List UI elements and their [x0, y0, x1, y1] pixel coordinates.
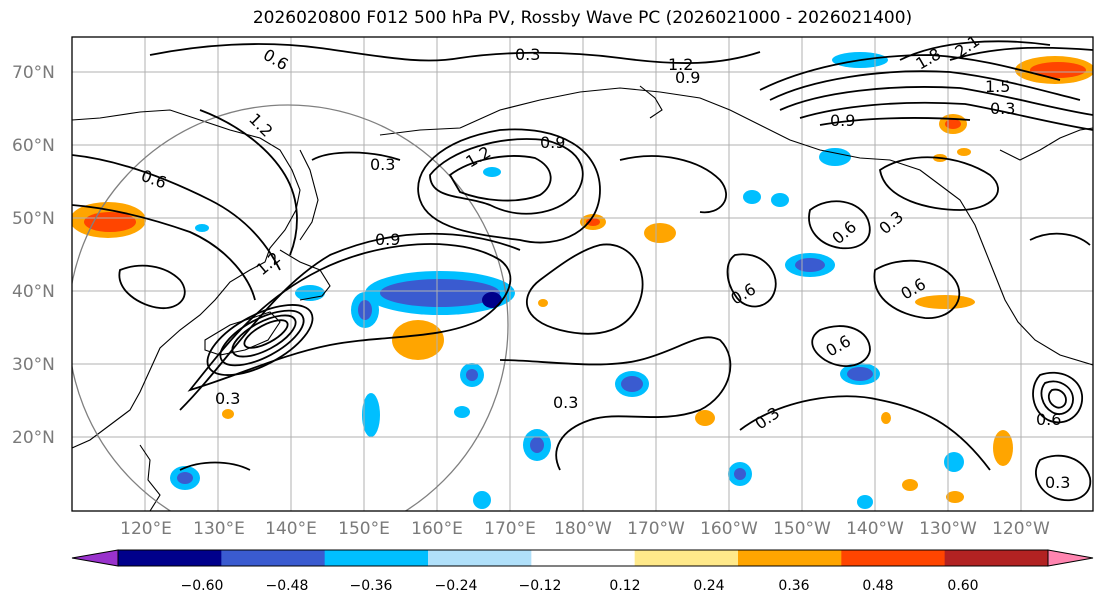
svg-text:170°W: 170°W [627, 519, 685, 539]
svg-text:0.3: 0.3 [990, 99, 1015, 118]
svg-text:140°E: 140°E [265, 519, 317, 539]
svg-text:1.2: 1.2 [668, 55, 693, 74]
colorbar-segment [738, 550, 842, 566]
svg-text:70°N: 70°N [12, 63, 55, 83]
svg-text:120°W: 120°W [992, 519, 1050, 539]
svg-text:120°E: 120°E [120, 519, 172, 539]
svg-text:30°N: 30°N [12, 355, 55, 375]
svg-text:0.9: 0.9 [675, 68, 700, 87]
colorbar-segment [118, 550, 222, 566]
svg-text:0.6: 0.6 [1036, 410, 1061, 429]
pv-anomaly-shading [72, 52, 1093, 509]
svg-text:0.3: 0.3 [1045, 473, 1070, 492]
map-frame [71, 36, 1094, 512]
svg-text:0.60: 0.60 [947, 578, 978, 594]
svg-text:140°W: 140°W [846, 519, 904, 539]
svg-text:−0.36: −0.36 [350, 578, 393, 594]
colorbar [71, 549, 1094, 567]
colorbar-segment [944, 550, 1049, 566]
svg-text:150°W: 150°W [773, 519, 831, 539]
svg-text:−0.48: −0.48 [266, 578, 309, 594]
longitude-labels: 120°E 130°E 140°E 150°E 160°E 170°E 180°… [120, 519, 1050, 539]
colorbar-segment [841, 550, 946, 566]
svg-text:40°N: 40°N [12, 282, 55, 302]
svg-text:0.3: 0.3 [515, 45, 540, 64]
colorbar-segment [221, 550, 326, 566]
svg-text:0.24: 0.24 [693, 578, 724, 594]
svg-text:20°N: 20°N [12, 428, 55, 448]
svg-text:−0.12: −0.12 [519, 578, 562, 594]
colorbar-frame [117, 549, 1049, 567]
svg-text:0.12: 0.12 [609, 578, 640, 594]
svg-text:0.9: 0.9 [830, 111, 855, 130]
colorbar-segment [531, 550, 636, 566]
latitude-labels: 70°N 60°N 50°N 40°N 30°N 20°N [12, 63, 55, 448]
svg-text:0.36: 0.36 [778, 578, 809, 594]
graticule [72, 37, 1093, 511]
svg-text:160°W: 160°W [700, 519, 758, 539]
svg-text:0.9: 0.9 [540, 133, 565, 152]
svg-text:150°E: 150°E [338, 519, 390, 539]
svg-text:−0.24: −0.24 [435, 578, 478, 594]
svg-text:−0.60: −0.60 [181, 578, 224, 594]
colorbar-tick-labels: −0.60 −0.48 −0.36 −0.24 −0.12 0.12 0.24 … [181, 578, 979, 594]
colorbar-extend-high [1047, 549, 1094, 567]
svg-text:130°E: 130°E [193, 519, 245, 539]
svg-text:160°E: 160°E [411, 519, 463, 539]
svg-text:170°E: 170°E [484, 519, 536, 539]
svg-text:0.9: 0.9 [375, 230, 400, 249]
colorbar-segment [634, 550, 739, 566]
svg-text:1.5: 1.5 [985, 77, 1010, 96]
colorbar-segment [324, 550, 429, 566]
rossby-wave-region-circle [72, 104, 509, 511]
svg-text:130°W: 130°W [919, 519, 977, 539]
svg-text:0.48: 0.48 [862, 578, 893, 594]
svg-text:0.3: 0.3 [215, 389, 240, 408]
colorbar-extend-low [71, 549, 119, 567]
map-title: 2026020800 F012 500 hPa PV, Rossby Wave … [252, 8, 913, 28]
svg-text:0.3: 0.3 [370, 155, 395, 174]
svg-text:60°N: 60°N [12, 136, 55, 156]
svg-text:0.3: 0.3 [553, 393, 578, 412]
colorbar-segment [428, 550, 532, 566]
svg-text:50°N: 50°N [12, 209, 55, 229]
pv-contours [72, 40, 1093, 502]
svg-text:180°W: 180°W [554, 519, 612, 539]
